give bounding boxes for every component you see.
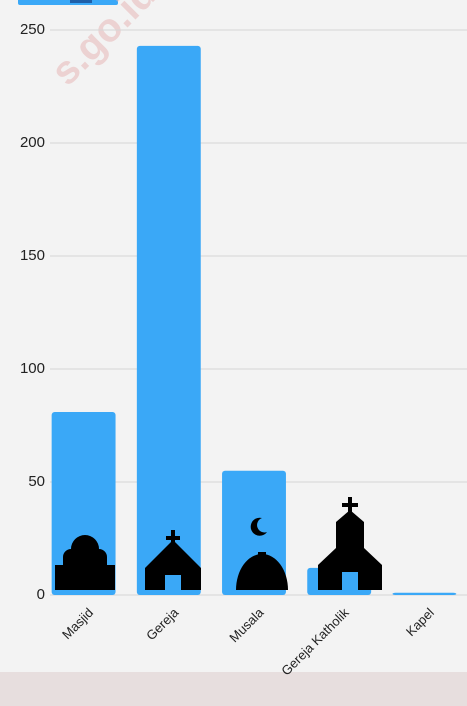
footer-band [0,672,467,706]
y-tick-label: 50 [28,473,45,490]
bar [136,45,201,595]
legend-swatch [18,0,118,5]
y-tick-label: 150 [20,247,45,264]
y-tick-label: 100 [20,360,45,377]
y-tick-label: 250 [20,21,45,38]
y-tick-label: 200 [20,134,45,151]
mosque-icon [55,535,115,590]
icons [55,497,382,590]
bar [392,592,457,595]
church-icon [145,530,201,590]
catholic-icon [318,497,382,590]
y-tick-label: 0 [37,586,45,603]
musala-icon [236,517,288,590]
legend-icon [70,0,92,3]
